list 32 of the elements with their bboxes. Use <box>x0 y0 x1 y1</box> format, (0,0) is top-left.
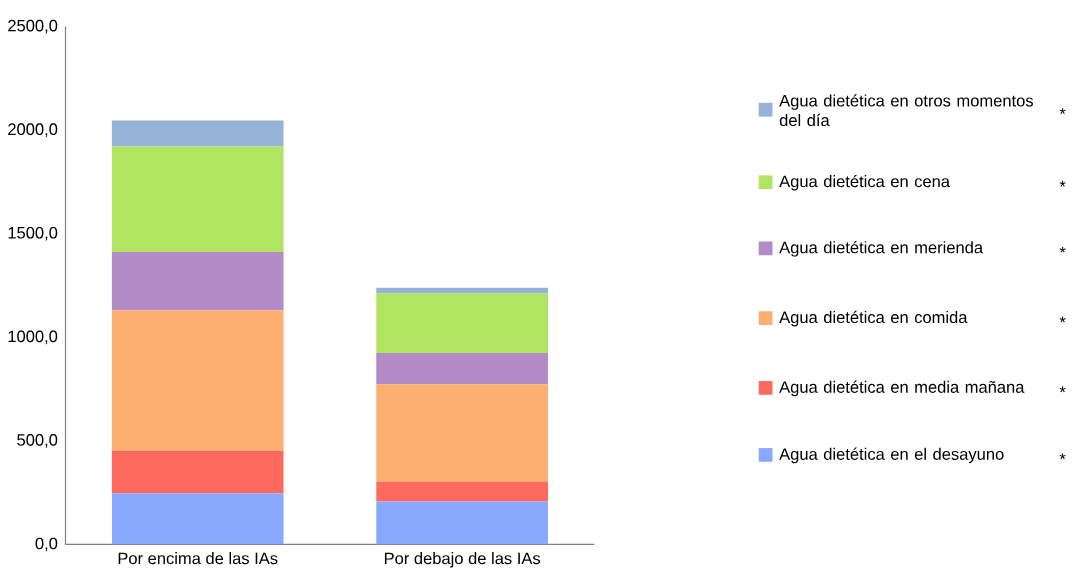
bar <box>376 287 548 294</box>
text: * <box>1059 246 1066 253</box>
x-tick-label: Por debajo de las IAs <box>384 552 541 568</box>
bar <box>111 310 284 451</box>
y-tick-label: 1500,0 <box>8 227 58 241</box>
y-tick-label: 0,0 <box>35 537 58 552</box>
legend-label: Agua dietética en el desayuno <box>779 447 1004 464</box>
y-tick-label: 500,0 <box>17 434 58 448</box>
legend-label: Agua dietética en comida <box>779 310 968 327</box>
bar <box>376 481 548 502</box>
legend-label: Agua dietética en cena <box>779 175 951 191</box>
bar <box>111 450 284 494</box>
bar <box>376 353 548 385</box>
text: * <box>1059 316 1066 323</box>
bar <box>376 293 548 354</box>
text: * <box>1059 386 1066 393</box>
bar <box>111 146 284 253</box>
text: * <box>1059 108 1066 115</box>
bar <box>111 252 284 311</box>
y-tick-label: 2500,0 <box>8 19 58 34</box>
bar <box>376 384 548 482</box>
text: * <box>1059 180 1066 187</box>
text: * <box>1059 453 1066 460</box>
y-tick-label: 2000,0 <box>8 123 58 138</box>
bar <box>111 120 284 147</box>
legend-label: Agua dietética en media mañana <box>779 380 1025 397</box>
bar <box>111 493 284 545</box>
bar <box>376 501 548 545</box>
x-tick-label: Por encima de las IAs <box>118 552 278 565</box>
legend-label: Agua dietética en otros momentos del día <box>779 94 1033 127</box>
y-tick-label: 1000,0 <box>8 330 58 345</box>
legend-label: Agua dietética en merienda <box>779 241 984 257</box>
